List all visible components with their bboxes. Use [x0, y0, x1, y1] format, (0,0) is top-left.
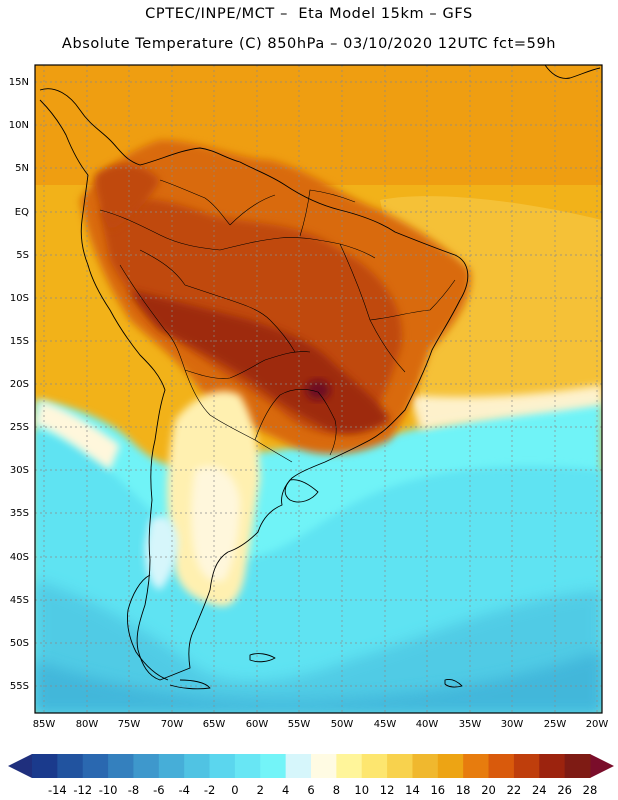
colorbar-swatch [184, 754, 211, 778]
lat-label: 10S [10, 293, 29, 304]
colorbar-label: 18 [456, 783, 471, 797]
lon-label: 55W [288, 719, 311, 730]
colorbar-swatch [260, 754, 287, 778]
colorbar-label: 28 [583, 783, 598, 797]
colorbar-label: -12 [73, 783, 92, 797]
colorbar-label: 16 [430, 783, 445, 797]
region-ocean-south-deep [35, 650, 602, 713]
colorbar-label: 8 [333, 783, 340, 797]
lon-label: 65W [203, 719, 226, 730]
lat-label: 35S [10, 508, 29, 519]
region-patagonia-cold [145, 516, 178, 590]
lon-label: 80W [76, 719, 99, 730]
colorbar-swatch [234, 754, 261, 778]
coastlines [39, 65, 601, 690]
colorbar-label: 20 [481, 783, 496, 797]
lon-label: 50W [331, 719, 354, 730]
colorbar-label: -4 [178, 783, 189, 797]
lat-label: 15S [10, 336, 29, 347]
region-pacific-pale [35, 400, 120, 470]
colorbar-label: -8 [128, 783, 139, 797]
colorbar-label: 4 [282, 783, 289, 797]
colorbar: -14 -12 -10 -8 -6 -4 -2 0 2 4 6 8 10 12 14 16 18 20 22 24 26… [8, 754, 614, 797]
colorbar-swatch [387, 754, 413, 778]
title-line-2: Absolute Temperature (C) 850hPa – 03/10/… [61, 36, 557, 52]
colorbar-swatch [564, 754, 591, 778]
colorbar-label: 24 [532, 783, 547, 797]
colorbar-swatch [361, 754, 388, 778]
colorbar-swatch [158, 754, 185, 778]
lon-label: 35W [459, 719, 482, 730]
lat-label: 5S [16, 250, 29, 261]
lon-label: 45W [374, 719, 397, 730]
lat-label: 45S [10, 595, 29, 606]
colorbar-swatch [437, 754, 464, 778]
colorbar-label: 2 [257, 783, 264, 797]
field-layer [35, 65, 602, 713]
colorbar-label: 0 [231, 783, 238, 797]
colorbar-labels: -14 -12 -10 -8 -6 -4 -2 0 2 4 6 8 10 12 14 16 18 20 22 24 26… [48, 783, 597, 797]
lat-label: 30S [10, 465, 29, 476]
colorbar-swatch [133, 754, 160, 778]
colorbar-swatch [82, 754, 109, 778]
colorbar-label: -2 [204, 783, 215, 797]
lon-label: 20W [586, 719, 609, 730]
colorbar-label: -14 [48, 783, 67, 797]
lat-label: 20S [10, 379, 29, 390]
colorbar-swatch [488, 754, 515, 778]
colorbar-swatch [285, 754, 312, 778]
lon-label: 40W [416, 719, 439, 730]
lat-label: 5N [15, 163, 29, 174]
region-ocean-south-coldest [35, 580, 602, 713]
lat-label: 50S [10, 638, 29, 649]
lon-label: 25W [544, 719, 567, 730]
colorbar-swatch [412, 754, 439, 778]
colorbar-end-high [590, 754, 614, 778]
colorbar-end-low [8, 754, 32, 778]
longitude-labels: 85W 80W 75W 70W 65W 60W 55W 50W 45W 40W … [33, 719, 609, 730]
colorbar-swatch [463, 754, 490, 778]
colorbar-label: 22 [507, 783, 522, 797]
graticule [35, 65, 602, 713]
lon-label: 75W [118, 719, 141, 730]
lon-label: 70W [161, 719, 184, 730]
colorbar-swatches [32, 754, 591, 778]
colorbar-label: 10 [354, 783, 369, 797]
colorbar-label: 12 [380, 783, 395, 797]
country-borders [99, 179, 456, 463]
colorbar-label: -10 [99, 783, 118, 797]
lat-label: 40S [10, 552, 29, 563]
colorbar-swatch [108, 754, 134, 778]
map-frame [34, 64, 603, 714]
latitude-labels: 15N 10N 5N EQ 5S 10S 15S 20S 25S 30S 35S… [9, 77, 29, 692]
lat-label: 10N [9, 120, 29, 131]
colorbar-swatch [209, 754, 236, 778]
title-line-1: CPTEC/INPE/MCT – Eta Model 15km – GFS [145, 6, 473, 22]
region-hotspot [306, 380, 330, 400]
colorbar-swatch [539, 754, 566, 778]
lon-label: 85W [33, 719, 56, 730]
colorbar-swatch [513, 754, 540, 778]
colorbar-swatch [311, 754, 337, 778]
colorbar-swatch [32, 754, 58, 778]
colorbar-label: 26 [557, 783, 572, 797]
colorbar-label: -6 [153, 783, 164, 797]
colorbar-label: 14 [405, 783, 420, 797]
colorbar-swatch [336, 754, 363, 778]
colorbar-label: 6 [307, 783, 314, 797]
colorbar-swatch [57, 754, 84, 778]
lat-label: 55S [10, 681, 29, 692]
lat-label: 25S [10, 422, 29, 433]
lat-label: 15N [9, 77, 29, 88]
lon-label: 30W [501, 719, 524, 730]
lat-label: EQ [15, 207, 29, 218]
region-atlantic-pale [410, 385, 602, 430]
lon-label: 60W [246, 719, 269, 730]
